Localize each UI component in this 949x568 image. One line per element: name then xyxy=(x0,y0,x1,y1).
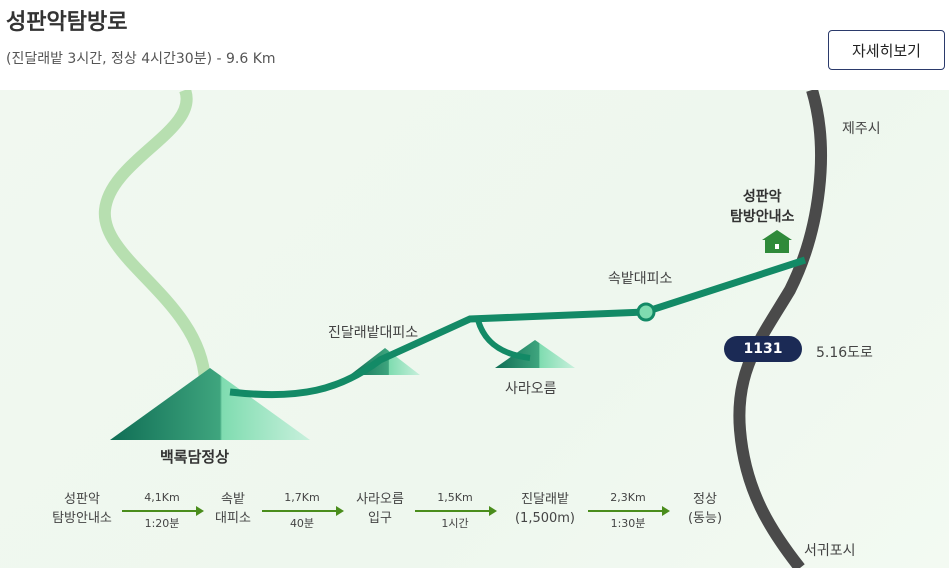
leg-distance: 4,1Km xyxy=(144,491,180,504)
road-516 xyxy=(733,90,827,568)
visitor-center-house-icon xyxy=(762,230,792,253)
label-jeju-city: 제주시 xyxy=(842,121,881,137)
label-visitor-center: 성판악 탐방안내소 xyxy=(730,189,795,225)
route-stop: 사라오름 입구 xyxy=(356,492,404,526)
route-leg: 4,1Km 1:20분 xyxy=(122,490,204,532)
trail-map: 제주시 성판악 탐방안내소 속밭대피소 진달래밭대피소 사라오름 백록담정상 1… xyxy=(0,90,949,568)
summit-mountain-icon xyxy=(110,368,310,440)
label-road-name: 5.16도로 xyxy=(816,345,873,361)
road-number-badge: 1131 xyxy=(724,336,802,362)
route-stop: 진달래밭 (1,500m) xyxy=(514,492,576,526)
leg-distance: 2,3Km xyxy=(610,491,646,504)
route-stop: 성판악 탐방안내소 xyxy=(52,492,112,526)
leg-time: 40분 xyxy=(289,517,315,530)
leg-time: 1시간 xyxy=(441,517,469,530)
label-jindallaebat: 진달래밭대피소 xyxy=(328,325,419,341)
sara-mountain-icon xyxy=(495,340,575,368)
label-sokbat: 속밭대피소 xyxy=(608,271,673,287)
stream xyxy=(98,90,211,381)
arrow-right-icon xyxy=(415,506,497,516)
label-sara: 사라오름 xyxy=(505,381,557,397)
leg-distance: 1,5Km xyxy=(437,491,473,504)
arrow-right-icon xyxy=(588,506,670,516)
arrow-right-icon xyxy=(262,506,344,516)
route-summary: (진달래밭 3시간, 정상 4시간30분) - 9.6 Km xyxy=(6,51,276,67)
page-title: 성판악탐방로 xyxy=(6,10,128,35)
route-leg: 1,7Km 40분 xyxy=(262,490,344,532)
sokbat-marker-icon xyxy=(636,302,656,322)
map-graphics xyxy=(98,90,827,568)
label-summit: 백록담정상 xyxy=(160,448,230,466)
leg-distance: 1,7Km xyxy=(284,491,320,504)
route-stop: 정상 (동능) xyxy=(687,492,723,526)
route-leg: 2,3Km 1:30분 xyxy=(588,490,670,532)
trail-path xyxy=(229,256,807,399)
sara-branch-path xyxy=(475,319,531,361)
label-seogwipo: 서귀포시 xyxy=(804,543,856,559)
details-button[interactable]: 자세히보기 xyxy=(828,30,945,70)
leg-time: 1:30분 xyxy=(610,517,646,530)
leg-time: 1:20분 xyxy=(144,517,180,530)
route-leg: 1,5Km 1시간 xyxy=(415,490,497,532)
route-stop: 속밭 대피소 xyxy=(215,492,251,526)
arrow-right-icon xyxy=(122,506,204,516)
